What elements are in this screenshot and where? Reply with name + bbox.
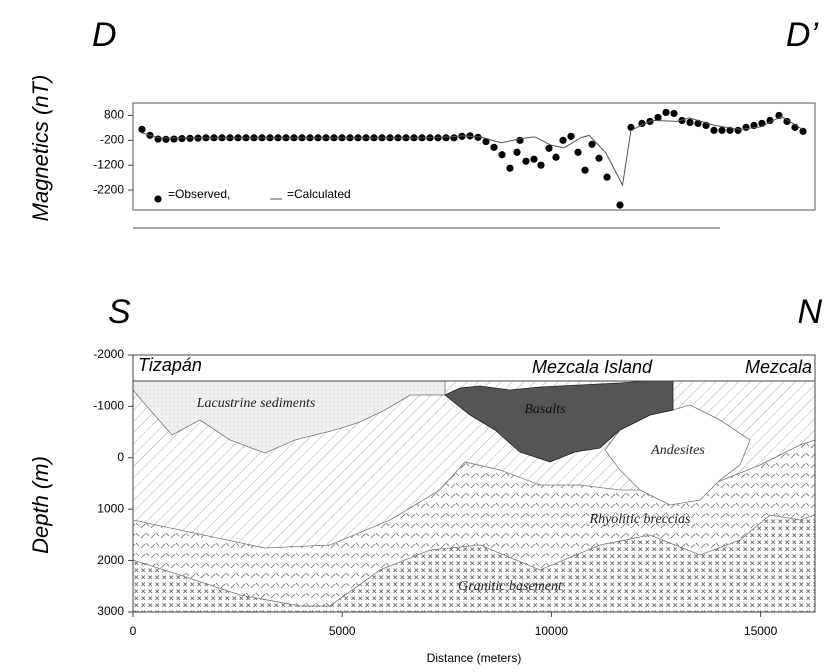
observed-point xyxy=(513,148,521,156)
observed-point xyxy=(766,116,774,125)
observed-point xyxy=(450,134,458,142)
observed-point xyxy=(530,155,538,163)
observed-point xyxy=(490,143,498,151)
y-tick-label: 0 xyxy=(117,450,124,464)
plot-frame xyxy=(132,102,816,211)
observed-point xyxy=(559,136,567,144)
unit-label: Andesites xyxy=(650,443,705,458)
observed-point xyxy=(522,157,530,165)
legend-label: =Observed, xyxy=(168,187,230,201)
observed-point xyxy=(694,119,702,128)
y-axis-label: Magnetics (nT) xyxy=(28,75,53,222)
observed-point xyxy=(581,166,589,174)
observed-point xyxy=(595,154,603,162)
observed-point xyxy=(654,113,662,122)
observed-point xyxy=(506,164,514,172)
observed-point xyxy=(616,201,624,209)
unit-label: Lacustrine sediments xyxy=(196,396,316,411)
y-tick-label: 2000 xyxy=(97,553,124,567)
observed-point xyxy=(799,127,807,135)
profile-label: N xyxy=(797,293,822,331)
y-tick-label: -1000 xyxy=(93,399,124,413)
calculated-line xyxy=(141,115,803,187)
observed-point xyxy=(434,134,442,142)
observed-point xyxy=(686,118,694,127)
profile-label: D xyxy=(92,16,117,54)
y-axis-label: Depth (m) xyxy=(28,456,53,554)
unit-label: Granitic basement xyxy=(458,579,563,594)
observed-point xyxy=(783,117,791,126)
observed-point xyxy=(670,109,678,118)
observed-point xyxy=(742,123,750,131)
place-label: Mezcala xyxy=(745,357,812,377)
granite-unit xyxy=(133,514,815,612)
unit-label: Basalts xyxy=(524,402,566,417)
profile-label: D’ xyxy=(786,16,819,54)
observed-point xyxy=(170,135,178,143)
observed-point xyxy=(718,126,726,134)
observed-point xyxy=(552,153,560,161)
legend-swatch xyxy=(154,195,162,203)
water xyxy=(133,355,815,381)
observed-point xyxy=(710,126,718,134)
lacustrine-unit xyxy=(133,380,446,454)
profile-label: S xyxy=(108,293,131,331)
x-tick-label: 0 xyxy=(130,624,137,638)
y-tick-label: -2200 xyxy=(93,182,124,196)
place-label: Mezcala Island xyxy=(532,357,653,377)
y-tick-label: 1000 xyxy=(97,501,124,515)
observed-point xyxy=(442,134,450,142)
y-tick-label: 800 xyxy=(104,108,124,122)
observed-point xyxy=(588,140,596,148)
plot-frame xyxy=(132,354,816,613)
x-tick-label: 5000 xyxy=(329,624,356,638)
y-tick-label: -2000 xyxy=(93,347,124,361)
observed-point xyxy=(537,161,545,169)
observed-point xyxy=(574,148,582,156)
y-tick-label: -200 xyxy=(100,132,124,146)
observed-point xyxy=(734,126,742,134)
observed-point xyxy=(482,137,490,146)
observed-point xyxy=(603,173,611,181)
observed-point xyxy=(662,108,670,117)
x-axis-label: Distance (meters) xyxy=(427,651,522,665)
legend-label: =Calculated xyxy=(287,187,351,201)
place-label: Tizapán xyxy=(138,355,202,375)
observed-point xyxy=(567,132,575,140)
basalt-unit xyxy=(444,380,674,463)
x-tick-label: 10000 xyxy=(535,624,569,638)
cross-section xyxy=(133,355,815,612)
observed-point xyxy=(638,119,646,128)
observed-point xyxy=(138,125,146,133)
y-tick-label: 3000 xyxy=(97,604,124,618)
unit-label: Rhyolitic breccias xyxy=(589,512,691,527)
observed-point xyxy=(545,144,553,152)
observed-point xyxy=(474,133,482,141)
y-tick-label: -1200 xyxy=(93,157,124,171)
observed-point xyxy=(162,135,170,143)
observed-point xyxy=(178,134,186,143)
observed-point xyxy=(498,151,506,159)
x-tick-label: 15000 xyxy=(744,624,778,638)
